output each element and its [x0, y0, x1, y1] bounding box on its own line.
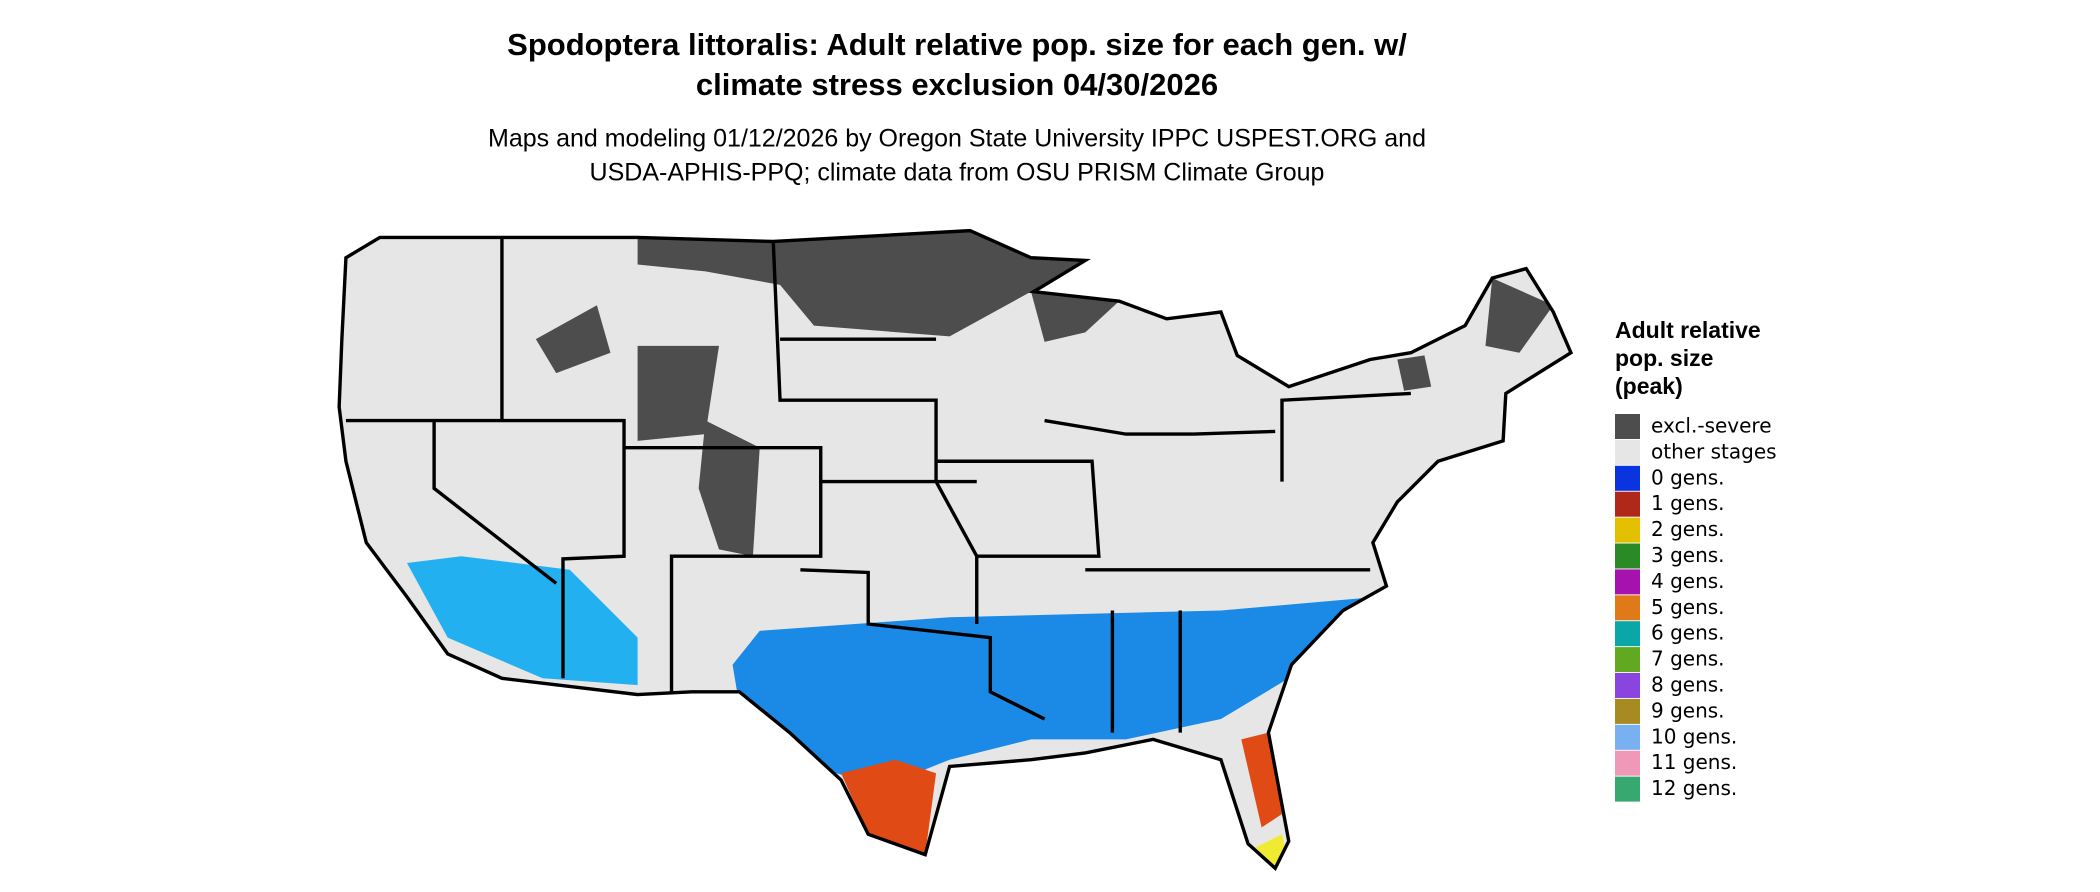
map	[337, 228, 1573, 870]
legend-label: excl.-severe	[1651, 414, 1772, 438]
map-zones	[406, 230, 1554, 869]
legend-label: 1 gens.	[1651, 491, 1725, 515]
legend-title: Adult relative	[1615, 317, 1761, 343]
legend-label: 11 gens.	[1651, 750, 1737, 774]
legend-swatch	[1615, 621, 1640, 647]
legend-label: 0 gens.	[1651, 465, 1725, 489]
legend-label: 2 gens.	[1651, 517, 1725, 541]
legend-label: other stages	[1651, 439, 1777, 463]
state-borders	[337, 228, 1573, 870]
legend-swatch	[1615, 543, 1640, 569]
legend-swatch	[1615, 465, 1640, 491]
legend-swatch	[1615, 647, 1640, 673]
legend-label: 3 gens.	[1651, 543, 1725, 567]
legend-swatch	[1615, 569, 1640, 595]
legend-swatch	[1615, 414, 1640, 439]
legend-title: pop. size	[1615, 345, 1713, 371]
legend-title: (peak)	[1615, 373, 1683, 399]
legend-swatch	[1615, 750, 1640, 776]
legend-swatch	[1615, 673, 1640, 698]
legend-label: 4 gens.	[1651, 569, 1725, 593]
legend-swatch	[1615, 439, 1640, 465]
legend-label: 6 gens.	[1651, 621, 1725, 645]
legend-swatch	[1615, 724, 1640, 750]
legend-label: 5 gens.	[1651, 595, 1725, 619]
legend-swatch	[1615, 776, 1640, 802]
subtitle: USDA-APHIS-PPQ; climate data from OSU PR…	[590, 159, 1325, 187]
legend-label: 10 gens.	[1651, 724, 1737, 748]
legend-label: 9 gens.	[1651, 698, 1725, 722]
title-line: climate stress exclusion 04/30/2026	[696, 67, 1218, 102]
subtitle: Maps and modeling 01/12/2026 by Oregon S…	[488, 125, 1426, 153]
legend-label: 12 gens.	[1651, 776, 1737, 800]
legend-swatch	[1615, 491, 1640, 517]
legend-label: 7 gens.	[1651, 647, 1725, 671]
legend-label: 8 gens.	[1651, 673, 1725, 697]
legend-swatch	[1615, 698, 1640, 724]
title-line: Spodoptera littoralis: Adult relative po…	[507, 27, 1407, 62]
legend-swatch	[1615, 517, 1640, 543]
legend-swatch	[1615, 595, 1640, 621]
